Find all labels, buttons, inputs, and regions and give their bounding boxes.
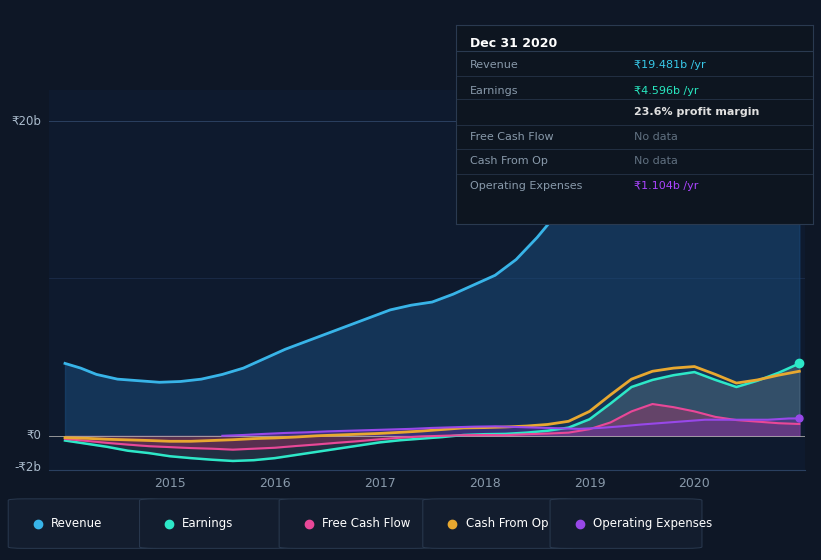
Text: Revenue: Revenue xyxy=(470,60,519,70)
Text: Revenue: Revenue xyxy=(51,517,103,530)
Text: No data: No data xyxy=(635,156,678,166)
FancyBboxPatch shape xyxy=(140,499,291,548)
FancyBboxPatch shape xyxy=(423,499,575,548)
FancyBboxPatch shape xyxy=(550,499,702,548)
Text: Operating Expenses: Operating Expenses xyxy=(470,181,582,191)
Text: Dec 31 2020: Dec 31 2020 xyxy=(470,37,557,50)
Text: Earnings: Earnings xyxy=(470,86,518,96)
Text: No data: No data xyxy=(635,132,678,142)
Text: ₹19.481b /yr: ₹19.481b /yr xyxy=(635,60,706,70)
Text: Cash From Op: Cash From Op xyxy=(470,156,548,166)
Text: Earnings: Earnings xyxy=(182,517,234,530)
Text: Free Cash Flow: Free Cash Flow xyxy=(470,132,553,142)
Text: -₹2b: -₹2b xyxy=(14,461,41,474)
FancyBboxPatch shape xyxy=(279,499,431,548)
Text: Operating Expenses: Operating Expenses xyxy=(593,517,712,530)
Text: ₹20b: ₹20b xyxy=(11,115,41,128)
Text: ₹1.104b /yr: ₹1.104b /yr xyxy=(635,181,699,191)
Text: Free Cash Flow: Free Cash Flow xyxy=(322,517,410,530)
Text: ₹0: ₹0 xyxy=(26,430,41,442)
Text: Cash From Op: Cash From Op xyxy=(466,517,548,530)
Text: 23.6% profit margin: 23.6% profit margin xyxy=(635,106,759,116)
FancyBboxPatch shape xyxy=(8,499,160,548)
Text: ₹4.596b /yr: ₹4.596b /yr xyxy=(635,86,699,96)
